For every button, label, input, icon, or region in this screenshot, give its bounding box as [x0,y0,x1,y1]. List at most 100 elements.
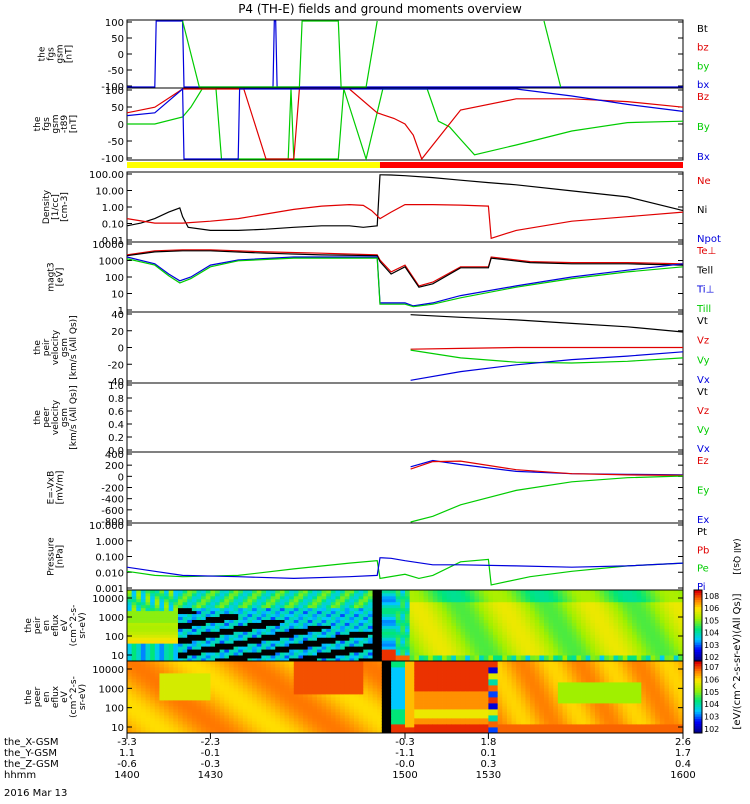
spectrogram-cell [159,727,164,730]
spectrogram-cell [470,670,475,673]
spectrogram-cell [280,596,285,599]
spectrogram-cell [447,694,452,697]
spectrogram-cell [322,649,327,652]
spectrogram-cell [178,679,183,682]
spectrogram-cell [349,667,354,670]
spectrogram-cell [618,640,623,643]
spectrogram-cell [197,628,202,631]
spectrogram-cell [238,605,243,608]
spectrogram-cell [461,602,466,605]
spectrogram-cell [498,593,503,596]
spectrogram-cell [206,667,211,670]
spectrogram-cell [410,596,415,599]
spectrogram-cell [544,652,549,655]
spectrogram-cell [521,637,526,640]
spectrogram-cell [155,667,160,670]
spectrogram-cell [234,679,239,682]
spectrogram-cell [266,712,271,715]
panel-frame-fgs [127,20,683,88]
spectrogram-cell [229,667,234,670]
spectrogram-cell [405,628,410,631]
spectrogram-cell [155,706,160,709]
spectrogram-cell [442,715,447,718]
spectrogram-cell [447,679,452,682]
spectrogram-cell [479,628,484,631]
spectrogram-cell [238,694,243,697]
spectrogram-cell [461,718,466,721]
spectrogram-cell [159,593,164,596]
spectrogram-cell [470,727,475,730]
spectrogram-cell [183,617,188,620]
spectrogram-cell [354,673,359,676]
spectrogram-cell [326,703,331,706]
colorbar-tick: 106 [704,604,719,613]
spectrogram-cell [261,682,266,685]
spectrogram-cell [451,628,456,631]
spectrogram-cell [373,691,378,694]
spectrogram-cell [442,652,447,655]
spectrogram-cell [210,727,215,730]
legend-Ex: Ex [697,515,709,526]
spectrogram-cell [451,676,456,679]
spectrogram-cell [271,605,276,608]
spectrogram-cell [252,724,257,727]
spectrogram-cell [600,617,605,620]
spectrogram-cell [498,614,503,617]
spectrogram-cell [660,611,665,614]
spectrogram-cell [169,614,174,617]
spectrogram-cell [433,634,438,637]
legend-Npot: Npot [697,234,721,245]
spectrogram-cell [558,608,563,611]
spectrogram-cell [623,649,628,652]
spectrogram-cell [210,655,215,658]
spectrogram-cell [488,605,493,608]
spectrogram-cell [173,593,178,596]
spectrogram-cell [632,608,637,611]
spectrogram-cell [178,605,183,608]
spectrogram-cell [159,685,164,688]
spectrogram-cell [567,634,572,637]
spectrogram-cell [173,655,178,658]
spectrogram-cell [141,634,146,637]
spectrogram-cell [479,643,484,646]
spectrogram-cell [303,611,308,614]
spectrogram-cell [136,634,141,637]
spectrogram-cell [285,682,290,685]
spectrogram-cell [210,724,215,727]
spectrogram-cell [141,715,146,718]
spectrogram-cell [377,620,382,623]
spectrogram-cell [132,646,137,649]
spectrogram-cell [512,646,517,649]
spectrogram-cell [368,599,373,602]
spectrogram-cell [146,718,151,721]
spectrogram-cell [201,718,206,721]
spectrogram-cell [275,626,280,629]
spectrogram-cell [669,646,674,649]
spectrogram-cell [220,602,225,605]
spectrogram-cell [405,652,410,655]
spectrogram-cell [155,620,160,623]
spectrogram-cell [410,688,415,691]
spectrogram-cell [623,617,628,620]
spectrogram-cell [345,623,350,626]
spectrogram-cell [224,599,229,602]
spectrogram-cell [433,667,438,670]
spectrogram-cell [224,706,229,709]
spectrogram-cell [252,673,257,676]
spectrogram-cell [581,655,586,658]
spectrogram-cell [285,649,290,652]
spectrogram-cell [521,599,526,602]
spectrogram-cell [340,614,345,617]
spectrogram-cell [604,593,609,596]
spectrogram-cell [382,685,387,688]
spectrogram-cell [243,596,248,599]
spectrogram-cell [419,676,424,679]
spectrogram-cell [525,620,530,623]
spectrogram-cell [331,614,336,617]
spectrogram-cell [386,590,391,593]
spectrogram-cell [243,688,248,691]
spectrogram-cell [294,706,299,709]
spectrogram-cell [424,664,429,667]
spectrogram-cell [238,667,243,670]
spectrogram-cell [127,608,132,611]
